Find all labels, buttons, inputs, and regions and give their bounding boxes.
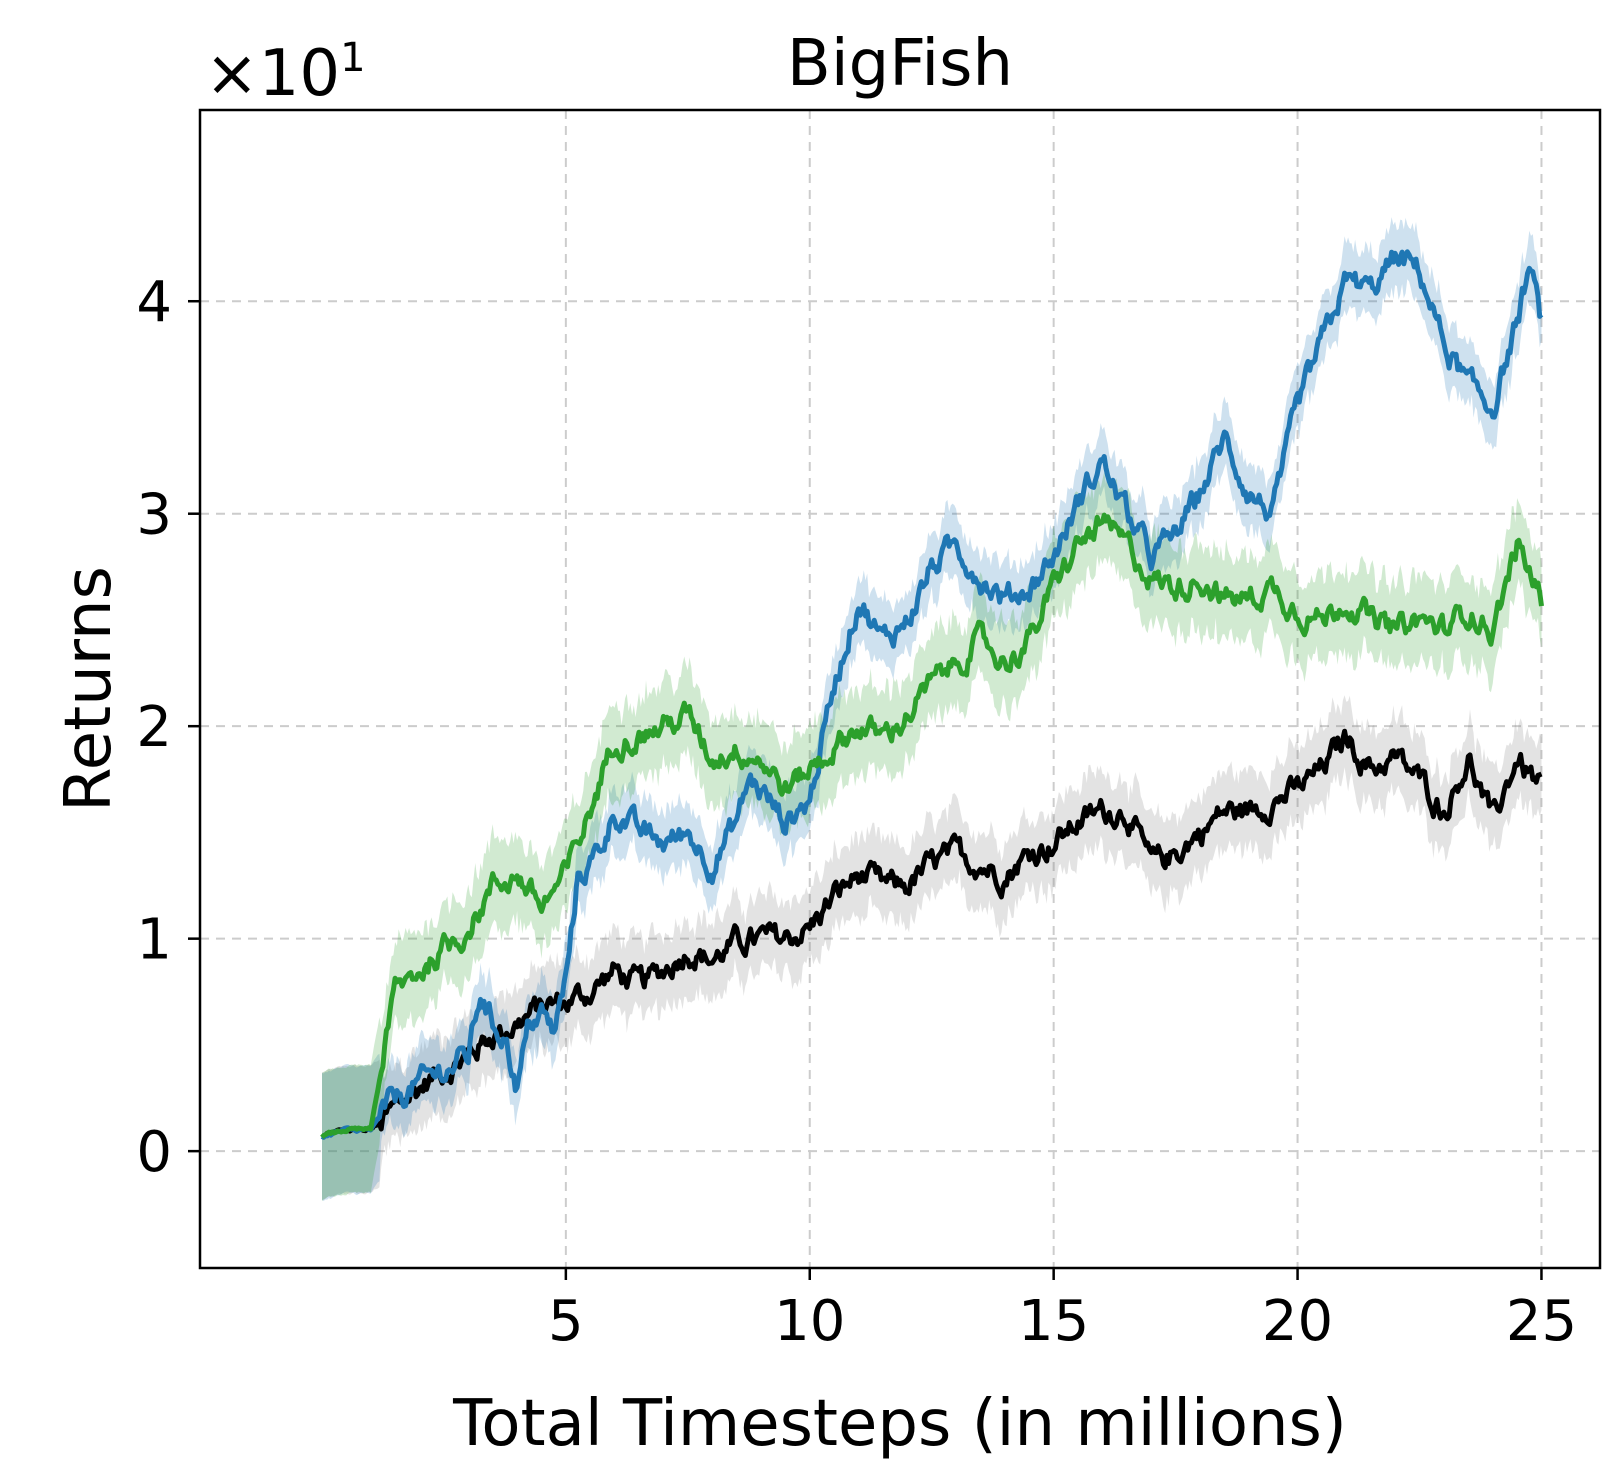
x-tick-label: 15 (1018, 1289, 1089, 1354)
series-0-band (322, 695, 1542, 1200)
series-0-line (321, 728, 1543, 1139)
x-axis-label: Total Timesteps (in millions) (452, 1387, 1347, 1461)
x-tick-label: 20 (1262, 1289, 1333, 1354)
y-scale-multiplier: ×101 (205, 35, 366, 111)
y-tick-label: 0 (136, 1120, 172, 1185)
y-ticks: 0 1 2 3 4 (136, 270, 200, 1185)
grid (200, 110, 1600, 1268)
plot-frame (198, 108, 1602, 1270)
series-lines (320, 249, 1544, 1140)
x-ticks: 5 10 15 20 25 (548, 1268, 1577, 1354)
y-tick-label: 1 (136, 908, 172, 973)
series-2-band (322, 469, 1542, 1202)
confidence-bands (322, 217, 1542, 1202)
y-axis-label: Returns (52, 566, 126, 812)
series-1-line (320, 249, 1544, 1140)
x-tick-label: 10 (774, 1289, 845, 1354)
y-tick-label: 2 (136, 695, 172, 760)
y-tick-label: 3 (136, 483, 172, 548)
series-2-line (320, 512, 1544, 1140)
x-tick-label: 25 (1506, 1289, 1577, 1354)
series-1-band (322, 217, 1542, 1202)
y-tick-label: 4 (136, 270, 172, 335)
x-tick-label: 5 (548, 1289, 584, 1354)
chart-title: BigFish (787, 27, 1013, 101)
